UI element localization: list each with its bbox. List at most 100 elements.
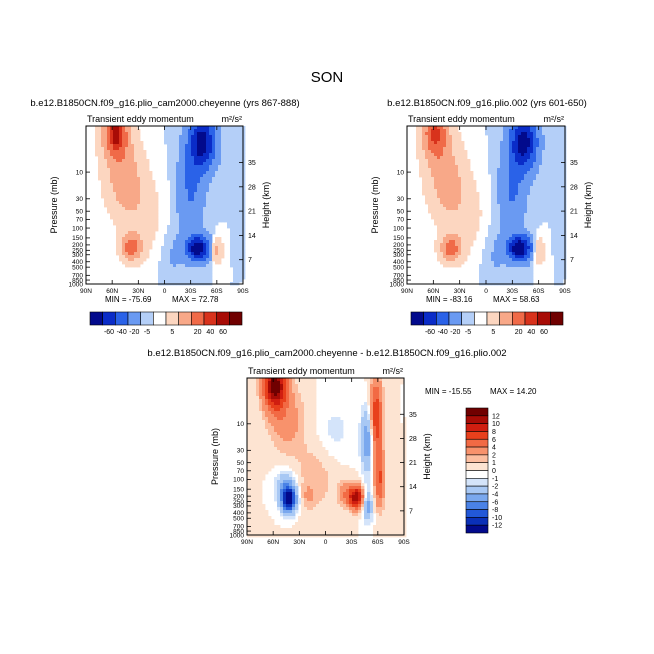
plot-panel-diff: b.e12.B1850CN.f09_g16.plio_cam2000.cheye… xyxy=(147,348,537,546)
colorbar-box xyxy=(486,311,500,326)
colorbar-label: -60 xyxy=(425,329,435,336)
colorbar-box xyxy=(465,478,489,487)
colorbar-label: 12 xyxy=(492,413,500,420)
x-tick-label: 90N xyxy=(80,288,92,295)
colorbar-label: -20 xyxy=(450,329,460,336)
colorbar-box xyxy=(465,415,489,424)
colorbar-label: 6 xyxy=(492,437,496,444)
units-label: m²/s² xyxy=(544,114,565,124)
colorbar-box xyxy=(465,446,489,456)
y2-axis-label: Height (km) xyxy=(583,182,593,229)
colorbar-box xyxy=(512,311,526,326)
y2-tick-label: 21 xyxy=(248,209,256,216)
units-label: m²/s² xyxy=(383,366,404,376)
max-label: MAX = 72.78 xyxy=(172,295,219,304)
y2-tick-label: 28 xyxy=(570,184,578,191)
y2-tick-label: 14 xyxy=(409,484,417,491)
max-label: MAX = 14.20 xyxy=(490,387,537,396)
field-label: Transient eddy momentum xyxy=(87,114,194,124)
x-tick-label: 60S xyxy=(211,288,223,295)
x-tick-label: 0 xyxy=(484,288,488,295)
y-tick-label: 300 xyxy=(233,503,244,510)
colorbar-box xyxy=(423,311,437,326)
y2-tick-label: 14 xyxy=(248,233,256,240)
panel-title: b.e12.B1850CN.f09_g16.plio_cam2000.cheye… xyxy=(30,98,299,109)
x-tick-label: 30N xyxy=(132,288,144,295)
y-tick-label: 50 xyxy=(397,209,405,216)
colorbar-label: -4 xyxy=(492,491,498,498)
x-tick-label: 60N xyxy=(106,288,118,295)
y-tick-label: 300 xyxy=(72,252,83,259)
y2-tick-label: 35 xyxy=(248,160,256,167)
colorbar-box xyxy=(191,311,205,326)
colorbar-label: -20 xyxy=(129,329,139,336)
colorbar-panel-b: -60 -40 -20 -5 5 20 40 60 xyxy=(410,311,564,336)
colorbar-label: 0 xyxy=(492,468,496,475)
y-tick-label: 100 xyxy=(393,225,404,232)
colorbar-label: 8 xyxy=(492,429,496,436)
y-tick-label: 400 xyxy=(233,510,244,517)
x-tick-label: 90S xyxy=(237,288,249,295)
colorbar-box xyxy=(465,517,489,526)
colorbar-label: -8 xyxy=(492,507,498,514)
colorbar-label: -60 xyxy=(104,329,114,336)
colorbar-box xyxy=(178,311,192,326)
colorbar-label: -40 xyxy=(438,329,448,336)
colorbar-box xyxy=(229,311,243,326)
y2-tick-label: 14 xyxy=(570,233,578,240)
colorbar-label: -10 xyxy=(492,515,502,522)
y-tick-label: 100 xyxy=(233,477,244,484)
min-label: MIN = -75.69 xyxy=(105,295,152,304)
field-label: Transient eddy momentum xyxy=(248,366,355,376)
colorbar-label: -40 xyxy=(117,329,127,336)
y-tick-label: 10 xyxy=(76,169,84,176)
y2-axis-label: Height (km) xyxy=(422,433,432,480)
y-tick-label: 400 xyxy=(393,259,404,266)
y-axis-label: Pressure (mb) xyxy=(210,428,220,485)
colorbar-box xyxy=(474,311,488,326)
y2-tick-label: 7 xyxy=(248,257,252,264)
y-tick-label: 400 xyxy=(72,259,83,266)
min-label: MIN = -15.55 xyxy=(425,387,472,396)
colorbar-box xyxy=(465,509,489,518)
x-tick-label: 60S xyxy=(372,539,384,546)
colorbar-box xyxy=(465,501,489,510)
y-tick-label: 1000 xyxy=(230,532,245,539)
y-tick-label: 150 xyxy=(72,235,83,242)
colorbar-label: -12 xyxy=(492,523,502,530)
x-tick-label: 30S xyxy=(346,539,358,546)
field xyxy=(247,378,407,538)
y2-tick-label: 7 xyxy=(570,257,574,264)
y2-tick-label: 21 xyxy=(570,209,578,216)
field xyxy=(95,126,246,286)
colorbar-box xyxy=(115,311,129,326)
colorbar-box xyxy=(448,311,462,326)
colorbar-box xyxy=(410,311,424,326)
colorbar-label: -5 xyxy=(465,329,471,336)
colorbar-label: 1 xyxy=(492,460,496,467)
y-tick-label: 500 xyxy=(393,264,404,271)
colorbar-box xyxy=(465,423,489,432)
plot-panel-a: b.e12.B1850CN.f09_g16.plio_cam2000.cheye… xyxy=(30,98,299,304)
y2-tick-label: 28 xyxy=(409,436,417,443)
y-tick-label: 30 xyxy=(237,448,245,455)
y-tick-label: 500 xyxy=(233,516,244,523)
colorbar-box xyxy=(140,311,154,326)
colorbar-box xyxy=(436,311,450,326)
y2-tick-label: 7 xyxy=(409,508,413,515)
y-axis-label: Pressure (mb) xyxy=(49,176,59,233)
x-tick-label: 60N xyxy=(427,288,439,295)
colorbar-panel-a: -60 -40 -20 -5 5 20 40 60 xyxy=(89,311,243,336)
y-tick-label: 250 xyxy=(72,248,83,255)
y2-tick-label: 28 xyxy=(248,184,256,191)
colorbar-box xyxy=(203,311,217,326)
x-tick-label: 90S xyxy=(398,539,410,546)
colorbar-label: -6 xyxy=(492,499,498,506)
y-tick-label: 1000 xyxy=(69,281,84,288)
x-tick-label: 0 xyxy=(163,288,167,295)
colorbar-label: 10 xyxy=(492,421,500,428)
colorbar-label: 40 xyxy=(527,329,535,336)
colorbar-box xyxy=(465,454,489,463)
